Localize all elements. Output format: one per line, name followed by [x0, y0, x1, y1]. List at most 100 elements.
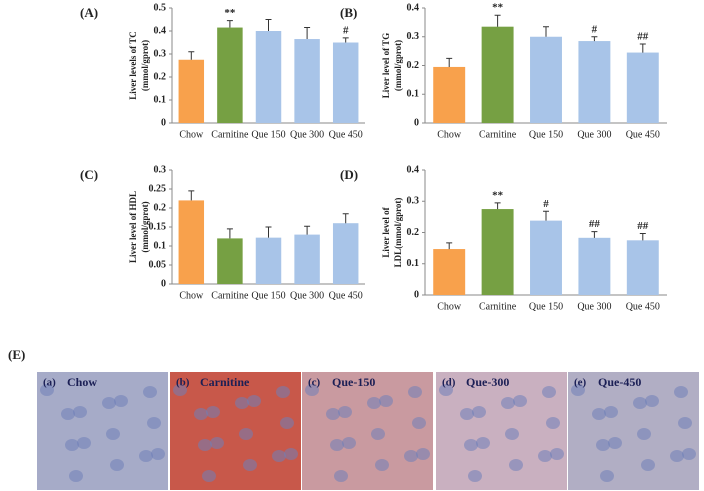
nucleus — [604, 406, 618, 418]
y-tick-label: 0.4 — [407, 2, 420, 13]
error-bar — [639, 232, 646, 241]
y-tick-label: 0.1 — [407, 89, 420, 100]
bar — [294, 39, 320, 123]
nucleus — [460, 408, 474, 420]
nucleus — [102, 397, 116, 409]
error-bar — [342, 213, 349, 224]
y-tick-label: 0 — [414, 117, 419, 128]
nucleus — [678, 417, 692, 429]
significance-label: ** — [492, 2, 504, 14]
bar — [217, 27, 243, 123]
bar — [433, 66, 466, 123]
significance-label: ## — [637, 220, 649, 232]
x-tick-label: Chow — [437, 129, 462, 140]
nucleus — [550, 448, 564, 460]
micrograph: (a) Chow — [37, 372, 168, 490]
micrograph-tag: (a) — [43, 377, 56, 389]
nucleus — [338, 406, 352, 418]
nucleus — [633, 397, 647, 409]
micrograph-label: Que-150 — [332, 375, 375, 389]
nucleus — [439, 384, 453, 396]
x-tick-label: Que 300 — [290, 129, 324, 140]
y-tick-label: 0.2 — [154, 202, 167, 213]
bar — [433, 249, 466, 295]
error-bar — [188, 190, 195, 201]
bar — [178, 59, 205, 123]
y-axis-label: (mmol/gprot) — [393, 40, 403, 91]
error-bar — [543, 210, 549, 221]
nucleus — [65, 439, 79, 451]
y-tick-label: 0.1 — [407, 258, 420, 269]
nucleus — [143, 386, 157, 398]
nucleus — [408, 386, 422, 398]
nucleus — [538, 450, 552, 462]
error-bar — [265, 19, 272, 31]
nucleus — [404, 450, 418, 462]
x-tick-label: Chow — [437, 301, 462, 312]
nucleus — [342, 437, 356, 449]
nucleus — [464, 439, 478, 451]
x-tick-label: Que 150 — [529, 301, 563, 312]
bar — [217, 238, 243, 284]
y-tick-label: 0.4 — [154, 25, 167, 36]
x-tick-label: Carnitine — [211, 129, 249, 140]
nucleus — [202, 470, 216, 482]
error-bar — [342, 37, 349, 43]
y-axis-label: (mmol/gprot) — [140, 40, 150, 91]
bar — [332, 223, 359, 284]
bar — [332, 42, 359, 123]
nucleus — [367, 397, 381, 409]
nucleus — [276, 386, 290, 398]
y-tick-label: 0.2 — [407, 227, 420, 238]
nucleus — [596, 439, 610, 451]
nucleus — [330, 439, 344, 451]
x-tick-label: Que 150 — [529, 129, 563, 140]
error-bar — [265, 226, 272, 238]
x-tick-label: Que 150 — [251, 129, 285, 140]
y-tick-label: 0.3 — [154, 164, 167, 175]
x-tick-label: Que 150 — [251, 290, 285, 301]
y-axis-label: (mmol/gprot) — [140, 201, 150, 252]
y-tick-label: 0.3 — [407, 31, 420, 42]
error-bar — [591, 231, 598, 238]
nucleus — [69, 470, 83, 482]
nucleus — [670, 450, 684, 462]
nucleus — [305, 384, 319, 396]
nucleus — [326, 408, 340, 420]
micrograph-tag: (c) — [308, 377, 321, 389]
micrograph-tag: (e) — [574, 377, 587, 389]
y-tick-label: 0.25 — [149, 183, 167, 194]
y-axis-label: Liver level of HDL — [128, 191, 138, 263]
x-tick-label: Chow — [179, 129, 204, 140]
y-axis-label: LDL(mmol/gprot) — [393, 198, 403, 268]
bar — [255, 31, 282, 123]
x-tick-label: Que 300 — [577, 129, 611, 140]
micrograph: (d) Que-300 — [436, 372, 567, 490]
error-bar — [639, 43, 646, 53]
micrograph: (c) Que-150 — [302, 372, 433, 490]
bar — [481, 209, 514, 295]
error-bar — [226, 20, 233, 28]
nucleus — [106, 428, 120, 440]
nucleus — [280, 417, 294, 429]
x-tick-label: Carnitine — [479, 129, 517, 140]
nucleus — [61, 408, 75, 420]
micrograph-tag: (d) — [442, 377, 456, 389]
bar — [178, 200, 205, 284]
x-tick-label: Carnitine — [211, 290, 249, 301]
error-bar — [188, 51, 195, 60]
x-tick-label: Que 450 — [626, 129, 660, 140]
nucleus — [110, 459, 124, 471]
error-bar — [226, 228, 233, 239]
micrograph-label: Carnitine — [200, 375, 250, 389]
nucleus — [600, 470, 614, 482]
nucleus — [247, 395, 261, 407]
nucleus — [375, 459, 389, 471]
nucleus — [334, 470, 348, 482]
nucleus — [637, 428, 651, 440]
panel-label: (D) — [340, 167, 358, 182]
y-axis-label: Liver level of TG — [381, 33, 391, 98]
nucleus — [513, 395, 527, 407]
y-tick-label: 0 — [161, 117, 166, 128]
